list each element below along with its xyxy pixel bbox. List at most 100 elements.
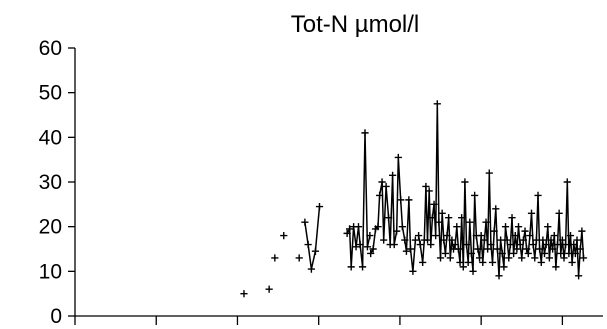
data-point: [304, 240, 312, 249]
data-point: [402, 247, 411, 255]
series-lines: [304, 103, 585, 276]
data-point: [474, 245, 482, 253]
data-point: [565, 249, 573, 258]
y-tick-label: 60: [39, 37, 62, 60]
data-point: [539, 236, 547, 244]
data-point: [542, 240, 550, 249]
y-tick-label: 20: [39, 216, 62, 239]
data-point: [409, 267, 417, 275]
data-point: [555, 209, 563, 217]
data-point: [415, 232, 423, 240]
data-point: [576, 245, 584, 253]
data-point: [531, 254, 539, 262]
data-point: [453, 223, 461, 231]
data-point: [469, 267, 477, 275]
data-point: [416, 240, 424, 249]
data-point: [432, 232, 440, 240]
data-point: [487, 240, 495, 249]
data-point: [369, 245, 377, 253]
data-point: [508, 214, 516, 222]
data-point: [477, 232, 485, 240]
data-point: [566, 232, 575, 240]
data-point: [500, 263, 508, 271]
data-point: [445, 214, 453, 222]
data-point: [411, 236, 419, 244]
data-point: [394, 153, 402, 162]
y-tick-label: 0: [50, 305, 62, 328]
data-point: [557, 249, 565, 258]
data-point: [503, 236, 511, 244]
data-point: [527, 209, 536, 217]
data-point: [425, 187, 433, 195]
data-point: [498, 249, 506, 258]
series-line: [370, 157, 417, 272]
data-point: [311, 247, 320, 255]
data-point: [570, 240, 578, 249]
data-point: [510, 249, 518, 258]
data-point: [345, 225, 354, 233]
data-point: [433, 100, 441, 108]
data-point: [436, 254, 445, 262]
series-markers: [240, 100, 588, 298]
data-point: [315, 202, 324, 211]
data-point: [544, 223, 552, 231]
data-point: [459, 263, 467, 271]
data-point: [497, 236, 505, 244]
data-point: [547, 236, 555, 244]
data-point: [545, 254, 553, 262]
series-line: [304, 206, 321, 270]
data-point: [428, 214, 437, 222]
series-line: [417, 103, 585, 276]
data-point: [484, 245, 492, 253]
data-point: [356, 240, 364, 249]
data-point: [514, 223, 523, 231]
data-point: [513, 245, 521, 253]
x-ticks: [74, 316, 564, 325]
data-point: [378, 178, 386, 186]
data-point: [456, 258, 464, 266]
data-point: [523, 245, 531, 253]
data-point: [440, 236, 448, 244]
data-point: [568, 258, 576, 266]
data-point: [529, 240, 537, 249]
data-point: [354, 223, 363, 231]
data-point: [419, 258, 427, 266]
data-point: [479, 258, 487, 266]
data-point: [451, 240, 459, 249]
y-tick-label: 10: [39, 260, 62, 283]
data-point: [526, 232, 534, 240]
data-point: [384, 214, 393, 222]
data-point: [347, 263, 355, 271]
data-point: [382, 182, 390, 191]
data-point: [506, 240, 514, 249]
data-point: [398, 223, 406, 231]
data-point: [376, 191, 384, 199]
data-point: [534, 191, 542, 199]
y-tick-label: 40: [39, 126, 62, 149]
data-point: [389, 171, 397, 179]
data-point: [536, 245, 544, 253]
data-point: [446, 254, 454, 262]
data-point: [448, 236, 456, 244]
data-point: [343, 229, 351, 237]
data-point: [374, 223, 382, 231]
y-ticks: 0 10 20 30 40 50 60: [39, 37, 75, 328]
data-point: [367, 249, 375, 258]
data-point: [466, 218, 474, 226]
data-point: [540, 249, 549, 258]
data-point: [480, 236, 489, 244]
data-point: [521, 227, 529, 235]
data-point: [462, 240, 471, 249]
data-point: [485, 169, 493, 177]
data-point: [518, 254, 526, 262]
data-point: [401, 236, 409, 244]
data-point: [495, 272, 503, 280]
data-point: [511, 232, 519, 240]
data-point: [307, 265, 315, 273]
data-point: [492, 205, 500, 213]
data-point: [549, 245, 557, 253]
data-point: [265, 285, 273, 293]
data-point: [475, 254, 484, 262]
y-tick-label: 30: [39, 171, 62, 194]
